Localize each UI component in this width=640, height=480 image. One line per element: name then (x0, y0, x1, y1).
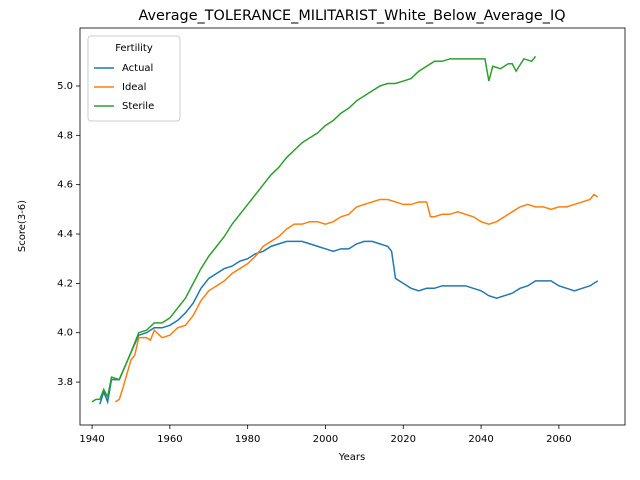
legend-label: Sterile (122, 101, 154, 112)
x-tick-label: 1980 (235, 434, 260, 445)
x-tick-label: 1960 (157, 434, 182, 445)
x-axis-label: Years (338, 452, 365, 463)
x-tick-label: 2000 (313, 434, 338, 445)
y-tick-label: 4.8 (57, 130, 73, 141)
line-series (114, 193, 599, 403)
legend-label: Actual (122, 63, 153, 74)
y-tick-label: 4.2 (57, 278, 73, 289)
x-tick-label: 1940 (79, 434, 104, 445)
x-tick-label: 2060 (546, 434, 571, 445)
y-tick-label: 3.8 (57, 377, 73, 388)
legend-box (87, 35, 181, 122)
line-series (99, 240, 599, 405)
y-axis-label: Score(3-6) (17, 200, 28, 252)
plot-frame (79, 27, 626, 426)
y-tick-label: 4.0 (57, 328, 73, 339)
legend-label: Ideal (122, 82, 146, 93)
y-tick-label: 4.4 (57, 229, 73, 240)
legend: Fertility Actual Ideal Sterile (87, 35, 181, 122)
chart-title: Average_TOLERANCE_MILITARIST_White_Below… (138, 8, 565, 24)
x-tick-label: 2040 (468, 434, 493, 445)
y-tick-label: 4.6 (57, 180, 73, 191)
y-tick-label: 5.0 (57, 81, 73, 92)
legend-title: Fertility (115, 43, 153, 54)
x-tick-label: 2020 (391, 434, 416, 445)
line-series (91, 55, 537, 403)
